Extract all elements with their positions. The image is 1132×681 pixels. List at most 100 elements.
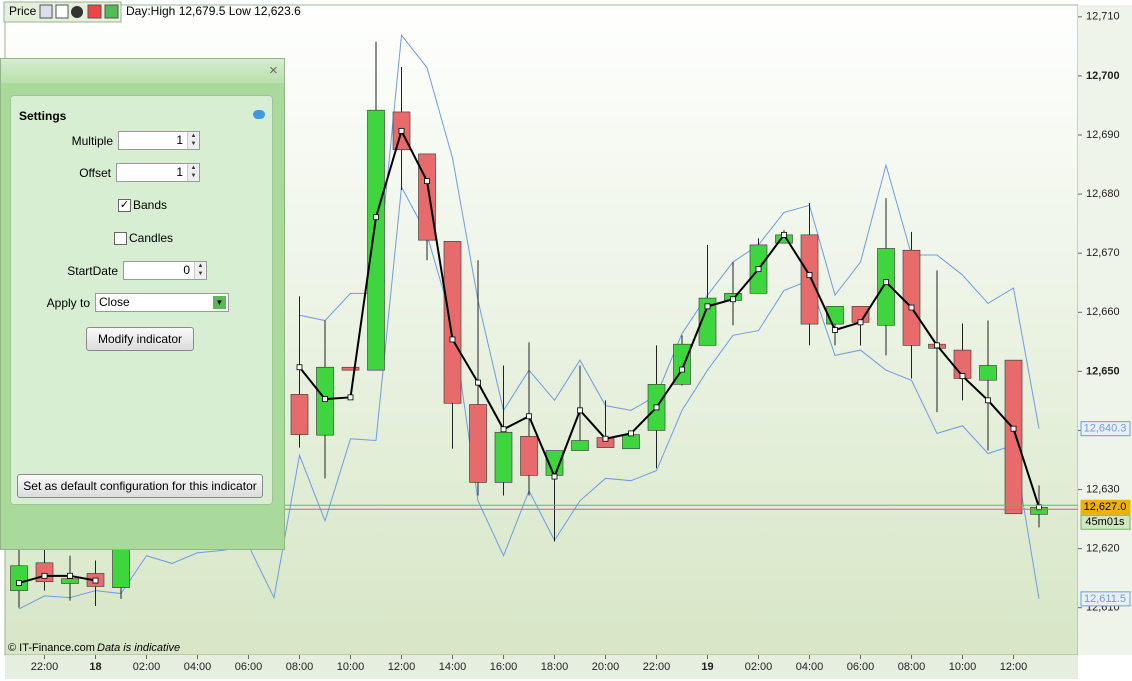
price-tag (1080, 591, 1131, 607)
x-tick-label: 04:00 (796, 661, 824, 673)
line-marker (347, 394, 354, 401)
close-button[interactable]: × (269, 62, 278, 79)
line-marker (781, 231, 787, 238)
line (18, 574, 96, 584)
line-marker (908, 304, 915, 311)
line-marker (653, 404, 660, 411)
price-tag-label: 12,611.5 (1084, 593, 1126, 605)
x-tick-label: 22:00 (31, 661, 59, 673)
modify-button[interactable]: Modify indicator (86, 327, 194, 351)
toolbar-icons (39, 4, 119, 19)
line-marker (857, 319, 864, 326)
x-tick-label: 10:00 (949, 661, 977, 673)
line-marker (934, 342, 940, 349)
candle-body (622, 434, 640, 450)
dialog-titlebar (1, 59, 284, 83)
candle-body (10, 565, 28, 591)
x-tick-label: 18 (89, 661, 101, 673)
x-tick-label: 19 (701, 661, 713, 673)
multiple-label: Multiple (71, 134, 113, 148)
price-tag-label: 12,627.0 (1084, 501, 1127, 513)
y-axis-area (1078, 5, 1132, 655)
candle-body (61, 578, 79, 584)
candles-checkbox[interactable] (114, 232, 127, 245)
bands-checkbox[interactable]: ✓ (118, 199, 131, 212)
startdate-value: 0 (183, 263, 190, 277)
candles-label: Candles (129, 231, 174, 245)
spinner[interactable]: ▲ ▼ (194, 262, 206, 279)
default-button[interactable]: Set as default configuration for this in… (17, 474, 263, 498)
apply-to-select[interactable]: Close ▼ (95, 293, 229, 312)
price-tag (1080, 421, 1131, 437)
line-marker (424, 178, 430, 184)
multiple-input[interactable]: 1 ▲ ▼ (118, 131, 200, 150)
x-tick-label: 12:00 (388, 661, 416, 673)
offset-input[interactable]: 1 ▲ ▼ (116, 163, 200, 182)
candle-body (35, 562, 54, 583)
line-marker (959, 373, 966, 379)
settings-heading: Settings (19, 109, 67, 123)
x-tick-label: 02:00 (745, 661, 773, 673)
line-marker (551, 473, 558, 480)
candle-body (494, 431, 513, 483)
copyright: © IT-Finance.com (8, 642, 95, 654)
line (298, 128, 1040, 508)
dropdown-arrow[interactable]: ▼ (213, 296, 226, 309)
x-tick-label: 22:00 (643, 661, 671, 673)
multiple-value: 1 (176, 133, 183, 147)
line-marker (985, 397, 991, 404)
candle-body (979, 365, 997, 381)
candle-body (290, 394, 309, 435)
y-tick-label: 12,660 (1086, 306, 1120, 318)
line-marker (398, 127, 405, 134)
x-tick-label: 10:00 (337, 661, 365, 673)
candle-body (341, 366, 360, 371)
spinner[interactable]: ▲ ▼ (187, 132, 199, 149)
x-tick-label: 16:00 (490, 661, 518, 673)
x-tick-label: 06:00 (847, 661, 875, 673)
candle-body (800, 234, 819, 325)
y-tick-label: 12,670 (1086, 247, 1120, 259)
y-tick-label: 12,710 (1086, 11, 1120, 23)
spinner[interactable]: ▲ ▼ (187, 164, 199, 181)
line-marker (628, 430, 634, 437)
line-marker (500, 426, 507, 433)
startdate-label: StartDate (67, 264, 118, 278)
y-tick-label: 12,690 (1086, 129, 1120, 141)
line-marker (475, 379, 481, 386)
plot-layer (10, 33, 1048, 610)
candle-body (1004, 359, 1023, 515)
offset-label: Offset (79, 166, 111, 180)
candle-body (877, 248, 895, 326)
y-tick-label: 12,630 (1086, 483, 1120, 495)
x-tick-label: 02:00 (133, 661, 161, 673)
line-marker (704, 303, 711, 310)
disclaimer: Data is indicative (97, 642, 180, 654)
startdate-input[interactable]: 0 ▲ ▼ (123, 261, 207, 280)
candle-body (902, 249, 921, 346)
y-tick-label: 12,620 (1086, 543, 1120, 555)
x-axis-area (5, 655, 1078, 679)
y-tick-label: 12,700 (1086, 70, 1120, 82)
candle-body (469, 404, 487, 483)
x-tick-label: 14:00 (439, 661, 467, 673)
x-tick-label: 08:00 (898, 661, 926, 673)
line-marker (806, 272, 813, 278)
line-marker (67, 572, 73, 579)
countdown-box (1080, 514, 1131, 530)
day-range: Day:High 12,679.5 Low 12,623.6 (126, 4, 301, 18)
line-marker (1010, 425, 1017, 432)
price-tag-label: 12,640.3 (1084, 423, 1127, 435)
y-tick-label: 12,650 (1086, 365, 1120, 377)
help-icon[interactable] (253, 110, 265, 119)
candle-body (571, 440, 589, 451)
x-tick-label: 12:00 (1000, 661, 1028, 673)
offset-value: 1 (176, 165, 183, 179)
apply-to-value: Close (99, 295, 130, 309)
line-marker (16, 580, 22, 586)
y-tick-label: 12,680 (1086, 188, 1120, 200)
candle-body (418, 153, 436, 241)
line-marker (322, 396, 328, 403)
x-tick-label: 18:00 (541, 661, 569, 673)
line-marker (449, 336, 456, 343)
